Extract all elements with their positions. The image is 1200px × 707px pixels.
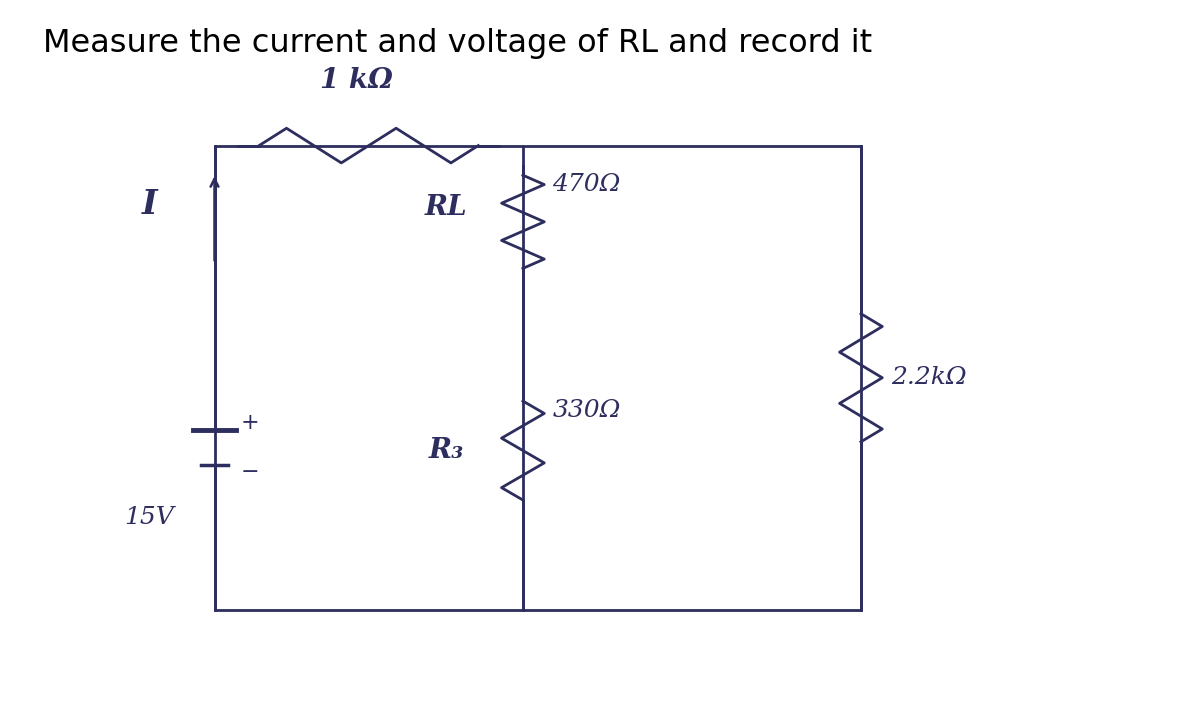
Text: 15V: 15V: [125, 506, 174, 530]
Text: −: −: [241, 461, 259, 483]
Text: +: +: [241, 412, 259, 434]
Text: 470Ω: 470Ω: [552, 173, 620, 197]
Text: 330Ω: 330Ω: [552, 399, 620, 421]
Text: 2.2kΩ: 2.2kΩ: [890, 366, 966, 390]
Text: R₃: R₃: [428, 437, 463, 464]
Text: RL: RL: [425, 194, 467, 221]
Text: I: I: [142, 188, 157, 221]
Text: 1 kΩ: 1 kΩ: [320, 66, 394, 93]
Text: Measure the current and voltage of RL and record it: Measure the current and voltage of RL an…: [42, 28, 871, 59]
